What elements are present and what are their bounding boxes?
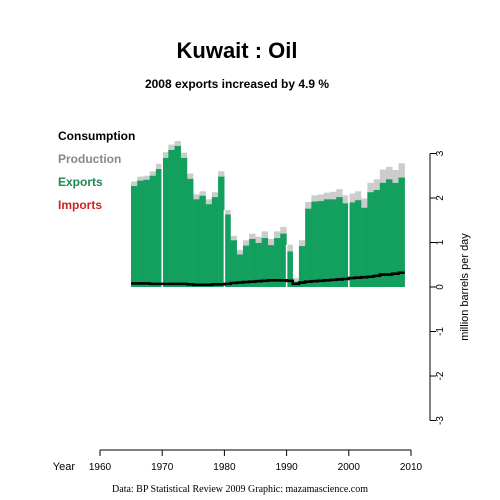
y-tick-label-2: 2 xyxy=(435,195,446,201)
y-tick-label-0: 0 xyxy=(435,284,446,290)
legend: Consumption Production Exports Imports xyxy=(58,129,135,212)
y-tick-label-3: 3 xyxy=(435,150,446,156)
exports-bar-2008 xyxy=(398,177,405,287)
exports-bar-1988 xyxy=(274,238,281,287)
exports-bar-1984 xyxy=(249,238,256,287)
y-tick-label-1: 1 xyxy=(435,239,446,245)
x-axis-label: Year xyxy=(53,461,76,473)
x-tick-label-1990: 1990 xyxy=(275,462,298,473)
exports-bar-1989 xyxy=(280,233,287,287)
exports-bar-2007 xyxy=(392,182,399,287)
exports-bar-2001 xyxy=(354,200,362,287)
exports-bar-1996 xyxy=(323,199,331,287)
chart-subtitle: 2008 exports increased by 4.9 % xyxy=(145,77,329,91)
exports-bar-1979 xyxy=(218,176,225,287)
plot-area xyxy=(131,141,405,288)
x-tick-label-1980: 1980 xyxy=(213,462,236,473)
x-tick-label-1970: 1970 xyxy=(151,462,174,473)
exports-bar-1998 xyxy=(336,197,343,287)
exports-bar-2005 xyxy=(379,182,387,287)
exports-bar-2004 xyxy=(373,189,380,287)
consumption-series xyxy=(131,271,405,287)
exports-bar-1994 xyxy=(311,201,318,287)
legend-exports: Exports xyxy=(58,175,103,189)
exports-bar-1983 xyxy=(242,245,250,287)
exports-bar-1968 xyxy=(149,175,157,287)
exports-bar-2003 xyxy=(367,192,374,287)
y-tick-label--1: -1 xyxy=(435,327,446,336)
exports-bar-1993 xyxy=(305,208,312,287)
legend-production: Production xyxy=(58,152,121,166)
exports-bar-1982 xyxy=(236,254,244,287)
y-tick-label--3: -3 xyxy=(435,416,446,425)
exports-bar-2006 xyxy=(386,179,393,287)
exports-bar-1995 xyxy=(317,201,325,287)
exports-bar-1976 xyxy=(199,195,206,287)
exports-bar-1969 xyxy=(155,169,163,287)
exports-bar-1971 xyxy=(168,149,175,287)
exports-bar-1975 xyxy=(193,199,200,287)
exports-bar-1987 xyxy=(267,245,275,287)
exports-bar-1985 xyxy=(255,242,262,287)
decade-lines xyxy=(161,152,350,287)
exports-bar-1978 xyxy=(211,197,219,287)
exports-bar-1972 xyxy=(174,145,181,287)
x-tick-label-2000: 2000 xyxy=(338,462,361,473)
exports-bar-1980 xyxy=(224,214,231,287)
exports-bar-1977 xyxy=(205,204,213,287)
y-axis: -3 -2 -1 0 1 2 3 xyxy=(429,150,446,425)
exports-series xyxy=(131,145,405,287)
y-axis-label: million barrels per day xyxy=(459,233,471,341)
consumption-line xyxy=(131,271,405,287)
chart-title: Kuwait : Oil xyxy=(177,38,298,63)
y-tick-label--2: -2 xyxy=(435,371,446,380)
exports-bar-1970 xyxy=(162,157,169,287)
source-note: Data: BP Statistical Review 2009 Graphic… xyxy=(112,484,368,495)
exports-bar-2000 xyxy=(348,202,356,287)
x-tick-label-2010: 2010 xyxy=(400,462,423,473)
exports-bar-1981 xyxy=(230,240,237,287)
legend-consumption: Consumption xyxy=(58,129,135,143)
x-axis: 1960 1970 1980 1990 2000 2010 xyxy=(89,449,423,473)
exports-bar-1990 xyxy=(286,251,293,287)
exports-bar-1986 xyxy=(261,238,269,287)
exports-bar-1967 xyxy=(143,179,150,287)
x-tick-label-1960: 1960 xyxy=(89,462,112,473)
exports-bar-1974 xyxy=(186,178,194,287)
exports-bar-1997 xyxy=(330,199,337,287)
exports-bar-1973 xyxy=(180,157,188,287)
exports-bar-2002 xyxy=(361,207,368,287)
exports-bar-1966 xyxy=(137,180,144,287)
legend-imports: Imports xyxy=(58,198,102,212)
exports-bar-1999 xyxy=(342,203,349,287)
exports-bar-1992 xyxy=(298,246,306,287)
exports-bar-1965 xyxy=(131,185,138,287)
